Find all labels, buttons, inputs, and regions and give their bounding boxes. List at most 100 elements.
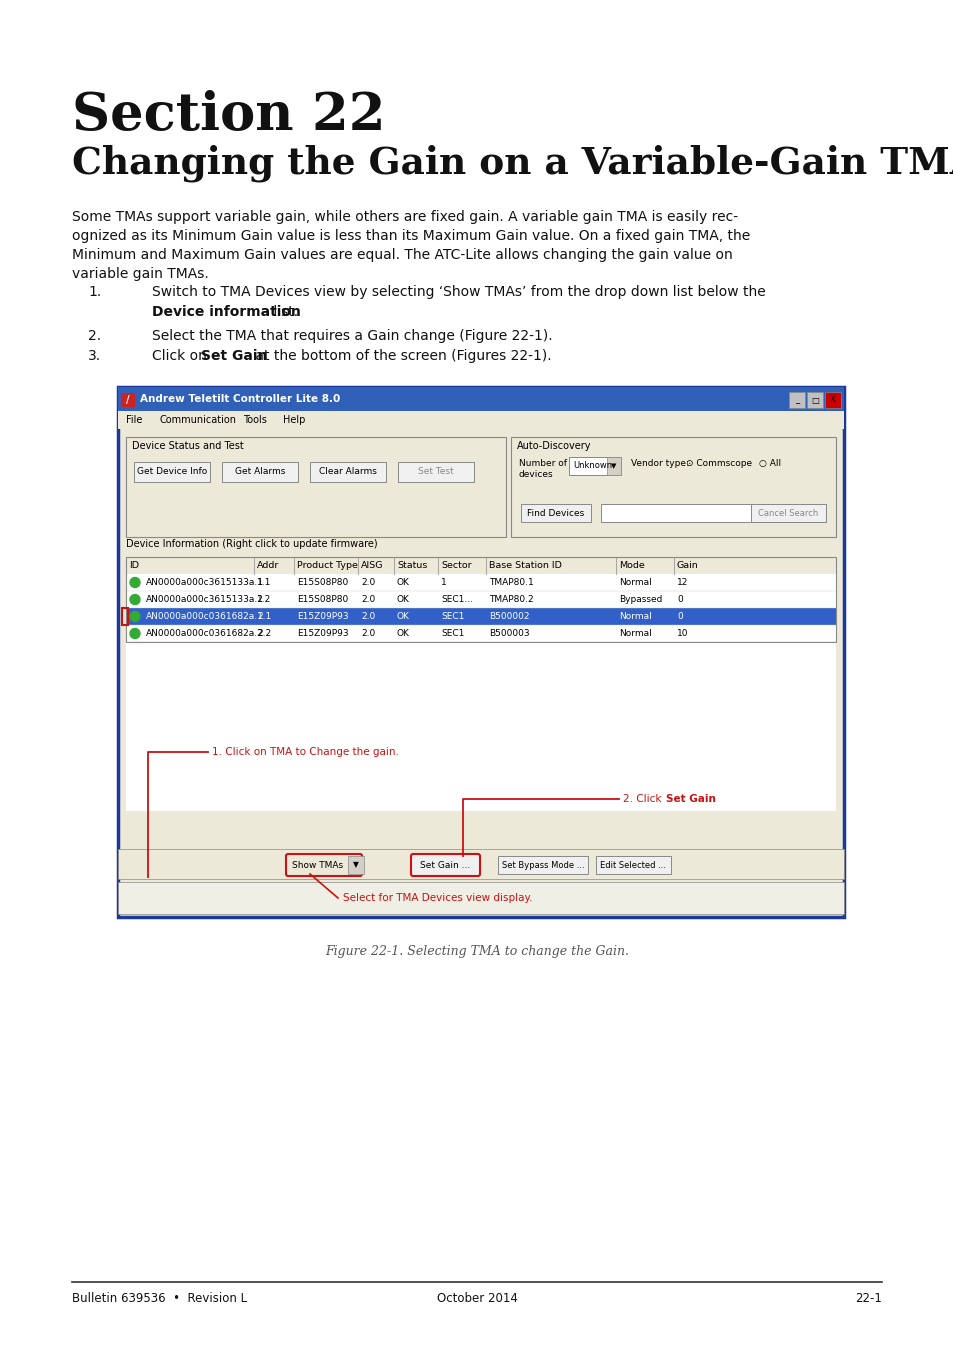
Text: .: . xyxy=(707,794,710,805)
Text: OK: OK xyxy=(396,629,410,639)
Text: Figure 22-1. Selecting TMA to change the Gain.: Figure 22-1. Selecting TMA to change the… xyxy=(325,945,628,958)
Text: /: / xyxy=(126,396,130,405)
Text: Changing the Gain on a Variable-Gain TMA: Changing the Gain on a Variable-Gain TMA xyxy=(71,144,953,182)
Text: AN0000a000c3615133a.2: AN0000a000c3615133a.2 xyxy=(146,595,264,603)
Bar xyxy=(122,608,128,625)
Text: Normal: Normal xyxy=(618,612,651,621)
Bar xyxy=(568,458,620,475)
Text: Sector: Sector xyxy=(440,562,471,570)
Text: list.: list. xyxy=(269,305,297,319)
Text: Bypassed: Bypassed xyxy=(618,595,661,603)
Text: 2.: 2. xyxy=(88,329,101,343)
Text: 1: 1 xyxy=(440,578,446,587)
Bar xyxy=(126,558,835,643)
Circle shape xyxy=(130,612,140,621)
Text: 2.2: 2.2 xyxy=(256,629,271,639)
Bar xyxy=(310,462,386,482)
Text: ognized as its Minimum Gain value is less than its Maximum Gain value. On a fixe: ognized as its Minimum Gain value is les… xyxy=(71,230,749,243)
Text: Unknown: Unknown xyxy=(573,462,612,471)
Text: Tools: Tools xyxy=(243,414,267,425)
Text: Some TMAs support variable gain, while others are fixed gain. A variable gain TM: Some TMAs support variable gain, while o… xyxy=(71,211,738,224)
Text: Device Status and Test: Device Status and Test xyxy=(132,441,244,451)
Bar xyxy=(397,462,474,482)
Text: Auto-Discovery: Auto-Discovery xyxy=(517,441,591,451)
Text: AISG: AISG xyxy=(360,562,383,570)
Text: B500003: B500003 xyxy=(489,629,529,639)
Text: Show TMAs: Show TMAs xyxy=(293,860,343,869)
Bar xyxy=(118,387,843,410)
Text: Find Devices: Find Devices xyxy=(527,509,584,517)
Bar xyxy=(348,856,364,873)
Bar xyxy=(126,558,835,574)
Bar xyxy=(126,643,835,811)
Text: Status: Status xyxy=(396,562,427,570)
Bar xyxy=(511,437,835,537)
Text: AN0000a000c0361682a.1: AN0000a000c0361682a.1 xyxy=(146,612,264,621)
Text: Switch to TMA Devices view by selecting ‘Show TMAs’ from the drop down list belo: Switch to TMA Devices view by selecting … xyxy=(152,285,765,298)
Bar xyxy=(133,462,210,482)
Text: 1.2: 1.2 xyxy=(256,595,271,603)
Text: SEC1...: SEC1... xyxy=(440,595,473,603)
Text: File: File xyxy=(126,414,142,425)
FancyBboxPatch shape xyxy=(286,855,361,876)
Bar xyxy=(222,462,297,482)
Bar xyxy=(126,591,835,608)
Circle shape xyxy=(130,629,140,639)
Text: TMAP80.2: TMAP80.2 xyxy=(489,595,533,603)
Bar xyxy=(118,387,843,917)
Text: E15S08P80: E15S08P80 xyxy=(296,578,348,587)
Text: Set Gain: Set Gain xyxy=(665,794,716,805)
Text: Product Type: Product Type xyxy=(296,562,357,570)
Text: 2.0: 2.0 xyxy=(360,612,375,621)
Text: Minimum and Maximum Gain values are equal. The ATC-Lite allows changing the gain: Minimum and Maximum Gain values are equa… xyxy=(71,248,732,262)
FancyBboxPatch shape xyxy=(411,855,479,876)
Text: Bulletin 639536  •  Revision L: Bulletin 639536 • Revision L xyxy=(71,1292,247,1305)
Bar xyxy=(750,504,825,522)
Text: E15Z09P93: E15Z09P93 xyxy=(296,612,348,621)
Text: 22-1: 22-1 xyxy=(854,1292,882,1305)
Bar xyxy=(806,392,822,408)
Text: Get Alarms: Get Alarms xyxy=(234,467,285,477)
Text: OK: OK xyxy=(396,612,410,621)
Bar xyxy=(824,392,841,408)
Text: Gain: Gain xyxy=(677,562,698,570)
Bar xyxy=(118,410,843,429)
Text: Normal: Normal xyxy=(618,578,651,587)
Text: ID: ID xyxy=(129,562,139,570)
Text: ⊙ Commscope: ⊙ Commscope xyxy=(685,459,751,468)
Bar xyxy=(126,437,505,537)
Text: Number of: Number of xyxy=(518,459,566,468)
Text: B500002: B500002 xyxy=(489,612,529,621)
Text: Select for TMA Devices view display.: Select for TMA Devices view display. xyxy=(343,892,532,903)
Bar xyxy=(600,504,825,522)
Text: Set Bypass Mode ...: Set Bypass Mode ... xyxy=(501,860,583,869)
Text: OK: OK xyxy=(396,578,410,587)
Text: □: □ xyxy=(810,396,818,405)
Text: 0: 0 xyxy=(677,612,682,621)
Text: 2.1: 2.1 xyxy=(256,612,271,621)
Text: Device Information (Right click to update firmware): Device Information (Right click to updat… xyxy=(126,539,377,549)
Text: Clear Alarms: Clear Alarms xyxy=(318,467,376,477)
Circle shape xyxy=(130,578,140,587)
Bar xyxy=(788,392,804,408)
Bar xyxy=(126,574,835,591)
Text: Edit Selected ...: Edit Selected ... xyxy=(599,860,665,869)
Text: 1.: 1. xyxy=(88,285,101,298)
Text: 10: 10 xyxy=(677,629,688,639)
Text: _: _ xyxy=(794,396,799,405)
Bar xyxy=(520,504,590,522)
Bar xyxy=(118,849,843,879)
Text: 12: 12 xyxy=(677,578,688,587)
Bar xyxy=(126,608,835,625)
Text: X: X xyxy=(829,396,835,405)
Text: Get Device Info: Get Device Info xyxy=(136,467,207,477)
Text: Set Gain ...: Set Gain ... xyxy=(419,860,470,869)
Text: devices: devices xyxy=(518,470,553,479)
Bar xyxy=(606,458,620,475)
Text: AN0000a000c0361682a.2: AN0000a000c0361682a.2 xyxy=(146,629,263,639)
Text: SEC1: SEC1 xyxy=(440,612,464,621)
Text: 2. Click: 2. Click xyxy=(622,794,664,805)
Text: Click on: Click on xyxy=(152,350,211,363)
Text: Communication: Communication xyxy=(160,414,236,425)
Text: OK: OK xyxy=(396,595,410,603)
